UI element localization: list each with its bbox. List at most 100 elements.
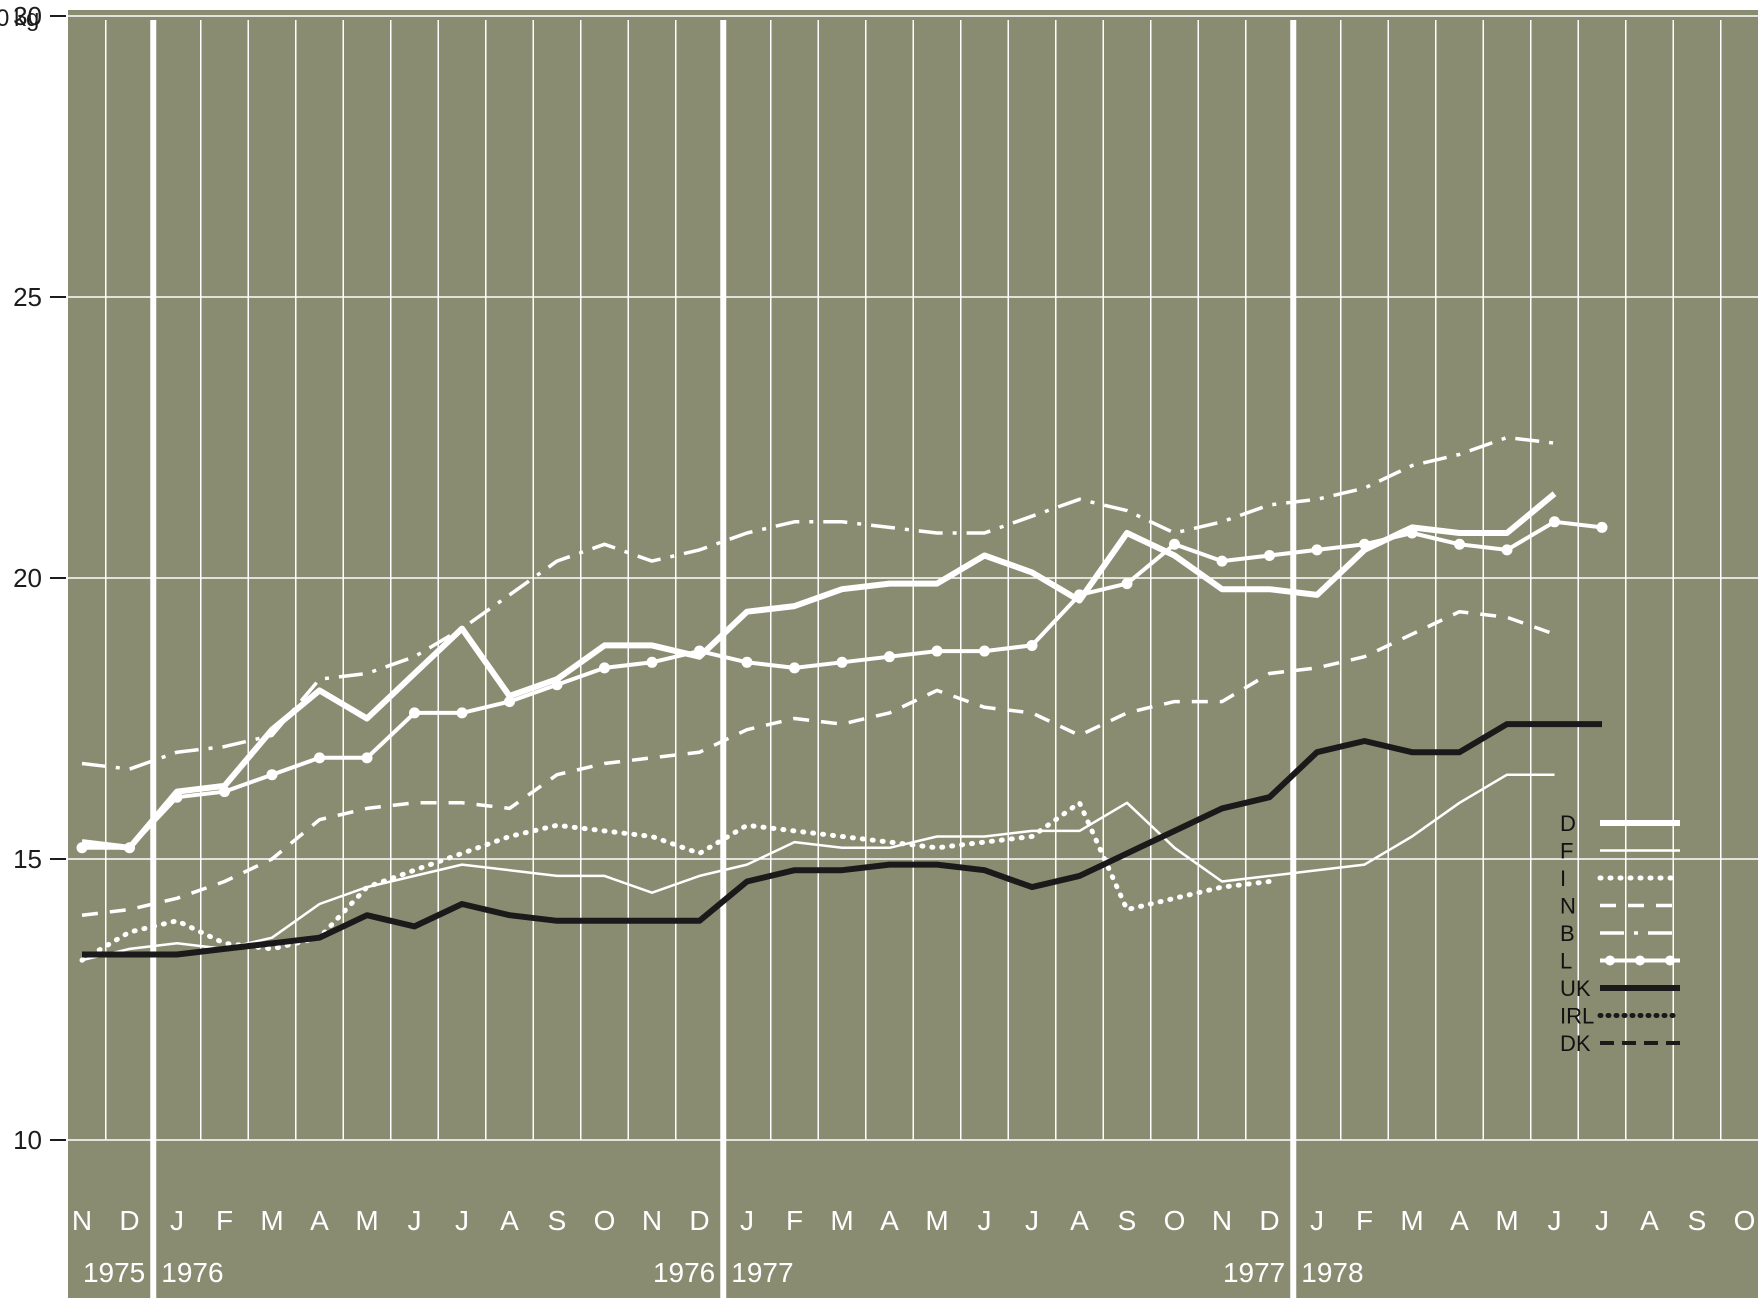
x-tick-label-8: J bbox=[455, 1205, 469, 1236]
year-label-1: 1976 bbox=[161, 1257, 223, 1288]
x-tick-label-10: S bbox=[548, 1205, 567, 1236]
x-tick-label-16: M bbox=[830, 1205, 853, 1236]
x-tick-label-12: N bbox=[642, 1205, 662, 1236]
x-tick-label-9: A bbox=[500, 1205, 519, 1236]
legend-marker-l-1 bbox=[1635, 955, 1645, 966]
legend-label-b: B bbox=[1560, 921, 1575, 946]
y-tick-label-10: 10 bbox=[13, 1125, 42, 1155]
legend-label-d: D bbox=[1560, 811, 1576, 836]
series-point-l-20 bbox=[1026, 639, 1038, 651]
series-line-b bbox=[81, 435, 1555, 771]
series-point-l-15 bbox=[789, 662, 800, 674]
legend-marker-l-0 bbox=[1605, 955, 1615, 966]
series-point-l-9 bbox=[504, 696, 515, 708]
x-tick-label-3: F bbox=[216, 1205, 233, 1236]
x-tick-label-11: O bbox=[594, 1205, 616, 1236]
legend-label-dk: DK bbox=[1560, 1031, 1591, 1056]
year-label-5: 1978 bbox=[1301, 1257, 1363, 1288]
series-point-l-24 bbox=[1216, 555, 1228, 567]
x-tick-label-2: J bbox=[170, 1205, 184, 1236]
series-point-l-5 bbox=[314, 752, 325, 764]
x-tick-label-14: J bbox=[740, 1205, 754, 1236]
x-tick-label-4: M bbox=[260, 1205, 283, 1236]
series-point-l-18 bbox=[931, 645, 943, 657]
series-line-f bbox=[81, 773, 1555, 962]
x-tick-label-22: S bbox=[1118, 1205, 1137, 1236]
unit-label: kg bbox=[14, 5, 39, 32]
series-point-l-32 bbox=[1596, 521, 1608, 533]
y-tick-label-25: 25 bbox=[13, 282, 42, 312]
x-tick-label-25: D bbox=[1259, 1205, 1279, 1236]
x-tick-label-26: J bbox=[1310, 1205, 1324, 1236]
x-tick-label-30: M bbox=[1495, 1205, 1518, 1236]
series-point-l-25 bbox=[1264, 550, 1275, 562]
x-tick-label-20: J bbox=[1025, 1205, 1039, 1236]
x-tick-label-13: D bbox=[689, 1205, 709, 1236]
series-point-l-23 bbox=[1169, 538, 1180, 550]
series-point-l-1 bbox=[124, 842, 135, 854]
series-point-l-0 bbox=[76, 842, 88, 854]
y-tick-label-20: 20 bbox=[13, 563, 42, 593]
x-tick-label-17: A bbox=[880, 1205, 899, 1236]
series-point-l-30 bbox=[1501, 544, 1513, 556]
x-tick-label-19: J bbox=[978, 1205, 992, 1236]
series-point-l-4 bbox=[266, 769, 278, 781]
x-tick-label-6: M bbox=[355, 1205, 378, 1236]
x-tick-label-15: F bbox=[786, 1205, 803, 1236]
x-tick-label-23: O bbox=[1164, 1205, 1186, 1236]
series-line-d bbox=[81, 491, 1557, 851]
series-point-l-22 bbox=[1121, 578, 1133, 590]
year-label-2: 1976 bbox=[653, 1257, 715, 1288]
year-label-4: 1977 bbox=[1223, 1257, 1285, 1288]
x-tick-label-27: F bbox=[1356, 1205, 1373, 1236]
series-point-l-12 bbox=[646, 656, 658, 668]
legend-label-f: F bbox=[1560, 839, 1573, 864]
series-point-l-11 bbox=[599, 662, 610, 674]
x-tick-label-1: D bbox=[119, 1205, 139, 1236]
series-point-l-13 bbox=[694, 645, 705, 657]
series-line-i bbox=[79, 800, 1272, 963]
series-point-l-2 bbox=[171, 791, 183, 803]
series-point-l-10 bbox=[551, 679, 563, 691]
x-tick-label-34: S bbox=[1688, 1205, 1707, 1236]
x-tick-label-21: A bbox=[1070, 1205, 1089, 1236]
series-point-l-19 bbox=[979, 645, 990, 657]
x-tick-label-32: J bbox=[1595, 1205, 1609, 1236]
series-point-l-21 bbox=[1074, 589, 1085, 601]
x-tick-label-5: A bbox=[310, 1205, 329, 1236]
series-point-l-17 bbox=[884, 651, 895, 663]
x-tick-label-24: N bbox=[1212, 1205, 1232, 1236]
legend-marker-l-2 bbox=[1665, 955, 1675, 966]
grid-lines bbox=[68, 15, 1758, 1298]
series-point-l-26 bbox=[1311, 544, 1323, 556]
series-point-l-7 bbox=[409, 707, 420, 719]
series-point-l-3 bbox=[219, 786, 230, 798]
x-tick-label-33: A bbox=[1640, 1205, 1659, 1236]
series-point-l-16 bbox=[836, 656, 848, 668]
x-tick-label-31: J bbox=[1548, 1205, 1562, 1236]
legend-label-uk: UK bbox=[1560, 976, 1591, 1001]
series-point-l-8 bbox=[456, 707, 468, 719]
x-tick-label-35: O bbox=[1734, 1205, 1756, 1236]
legend-label-n: N bbox=[1560, 894, 1576, 919]
year-label-0: 1975 bbox=[83, 1257, 145, 1288]
x-tick-label-0: N bbox=[72, 1205, 92, 1236]
series-point-l-29 bbox=[1454, 538, 1465, 550]
legend-label-i: I bbox=[1560, 866, 1566, 891]
x-tick-label-18: M bbox=[925, 1205, 948, 1236]
unit-label-cropped-digit: 0 bbox=[0, 5, 9, 32]
x-tick-label-28: M bbox=[1400, 1205, 1423, 1236]
series-point-l-6 bbox=[361, 752, 373, 764]
y-tick-label-30: 30 bbox=[13, 1, 42, 31]
series-point-l-14 bbox=[741, 656, 753, 668]
series-line-n bbox=[81, 609, 1556, 917]
series-point-l-31 bbox=[1549, 516, 1560, 528]
series-lines bbox=[76, 435, 1608, 963]
y-tick-label-15: 15 bbox=[13, 844, 42, 874]
legend-label-l: L bbox=[1560, 949, 1572, 974]
x-tick-label-29: A bbox=[1450, 1205, 1469, 1236]
